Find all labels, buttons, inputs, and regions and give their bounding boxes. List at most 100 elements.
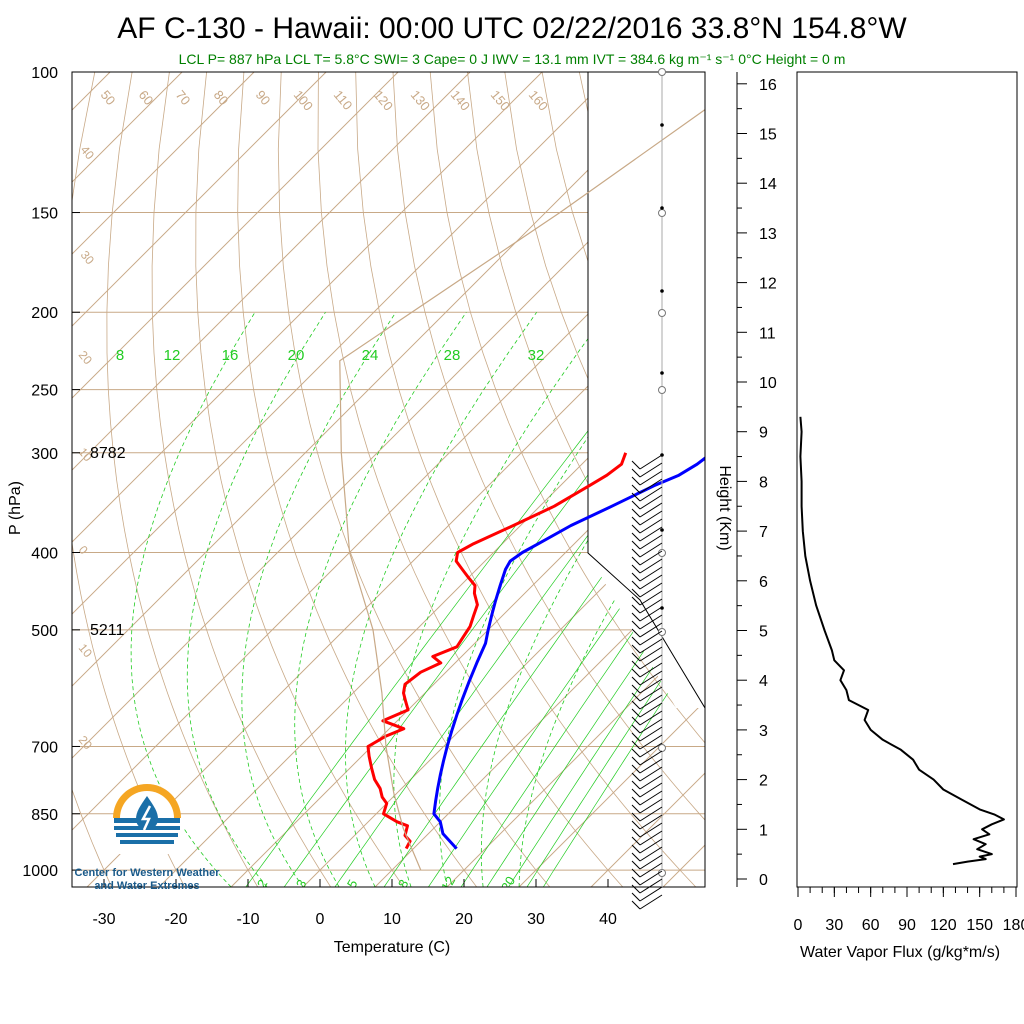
wind-barbs xyxy=(631,68,666,910)
wind-barb-flag xyxy=(631,548,641,558)
dry-adiabat-line xyxy=(429,72,705,744)
flux-tick-label: 120 xyxy=(930,917,957,934)
tropopause-outline xyxy=(587,72,705,709)
dry-adiabat-line xyxy=(728,72,1024,887)
mixing-ratio-label: 8 xyxy=(395,877,412,891)
wind-barb-flag xyxy=(631,780,641,790)
wind-barb-shaft xyxy=(639,638,663,654)
wind-barb-shaft xyxy=(639,782,663,798)
wind-barb-shaft xyxy=(639,462,663,478)
y-tick-label: 300 xyxy=(31,446,58,463)
wind-barb-shaft xyxy=(639,478,663,494)
wind-barb-flag xyxy=(631,532,641,542)
y-tick-label: 700 xyxy=(31,739,58,756)
height-tick-label: 9 xyxy=(759,425,768,442)
wind-barb-shaft xyxy=(639,878,663,894)
wind-barb-flag xyxy=(631,748,641,758)
wind-barb-flag xyxy=(631,900,641,910)
height-tick-label: 10 xyxy=(759,375,777,392)
height-tick-label: 0 xyxy=(759,872,768,889)
wind-barb-shaft xyxy=(639,790,663,806)
dry-adiabat-label: 120 xyxy=(371,87,396,113)
flux-tick-label: 150 xyxy=(966,917,993,934)
wind-barb-shaft xyxy=(639,526,663,542)
moist-adiabat-line xyxy=(518,459,705,887)
dry-adiabat-line xyxy=(72,788,113,887)
wind-barb-flag xyxy=(631,492,641,502)
wind-barb-shaft xyxy=(639,534,663,550)
mixing-ratio-label: 20 xyxy=(288,347,305,364)
chart-subtitle: LCL P= 887 hPa LCL T= 5.8°C SWI= 3 Cape=… xyxy=(179,51,846,67)
wind-barb-shaft xyxy=(639,646,663,662)
wind-barb-flag xyxy=(631,796,641,806)
wind-barb-shaft xyxy=(639,678,663,694)
x-axis-label: Temperature (C) xyxy=(334,939,450,956)
height-tick-label: 14 xyxy=(759,176,777,193)
wind-barb-shaft xyxy=(639,806,663,822)
dry-adiabat-label: 20 xyxy=(76,733,96,752)
temperature-profile-line xyxy=(366,452,628,850)
wind-barb-flag xyxy=(631,636,641,646)
dry-adiabat-label: 160 xyxy=(526,87,551,113)
x-tick-label: 40 xyxy=(599,911,617,928)
wind-barb-shaft xyxy=(639,454,663,470)
wind-barb-flag xyxy=(631,892,641,902)
mixing-ratio-label: 5 xyxy=(344,877,361,891)
skew-t-data xyxy=(339,108,705,871)
wind-barb-shaft xyxy=(639,670,663,686)
height-tick-label: 4 xyxy=(759,673,768,690)
wind-barb-shaft xyxy=(639,830,663,846)
lightning-icon xyxy=(140,805,152,831)
wind-barb-flag xyxy=(631,820,641,830)
wind-barb-flag xyxy=(631,764,641,774)
dry-adiabat-label: 90 xyxy=(253,87,274,108)
wind-barb-flag xyxy=(631,716,641,726)
wind-barb-shaft xyxy=(639,822,663,838)
isotherm-line xyxy=(72,72,327,327)
isotherm-line xyxy=(72,72,543,543)
wind-barb-flag xyxy=(631,508,641,518)
height-tick-label: 7 xyxy=(759,524,768,541)
wind-barb-flag xyxy=(631,788,641,798)
wind-barb-flag xyxy=(631,652,641,662)
mixing-ratio-label: 24 xyxy=(362,347,379,364)
wind-calm-circle xyxy=(658,628,666,636)
wind-barb-flag xyxy=(631,756,641,766)
dry-adiabat-line xyxy=(467,72,705,666)
wind-barb-flag xyxy=(631,868,641,878)
wind-barb-shaft xyxy=(639,630,663,646)
isotherm-line xyxy=(374,556,705,887)
wind-barb-flag xyxy=(631,836,641,846)
wind-barb-shaft xyxy=(639,518,663,534)
dry-adiabat-label: 100 xyxy=(291,87,316,113)
dewpoint-profile-line xyxy=(432,456,705,850)
wind-barb-shaft xyxy=(639,686,663,702)
wind-barb-shaft xyxy=(639,502,663,518)
wind-barb-flag xyxy=(631,740,641,750)
isotherm-line xyxy=(72,72,183,183)
logo-text-line1: Center for Western Weather xyxy=(74,867,220,879)
dry-adiabat-line xyxy=(690,72,705,118)
wind-barb-flag xyxy=(631,596,641,606)
wind-barb-flag xyxy=(631,692,641,702)
isotherm-line xyxy=(72,72,687,687)
wind-barb-flag xyxy=(631,628,641,638)
mixing-ratio-line xyxy=(543,636,705,887)
isotherm-line xyxy=(72,196,705,831)
skew-t-grid: 50 60 70 80 90 100 110 120 130 140 150 160403020100… xyxy=(72,72,1024,891)
dry-adiabat-label: 60 xyxy=(136,87,157,108)
moist-adiabat-line xyxy=(345,311,538,887)
moist-adiabat-line xyxy=(241,311,397,887)
wind-barb-flag xyxy=(631,572,641,582)
wind-barb-flag xyxy=(631,468,641,478)
wind-barb-flag xyxy=(631,884,641,894)
wind-barb-shaft xyxy=(639,574,663,590)
height-tick-label: 16 xyxy=(759,77,777,94)
wind-barb-flag xyxy=(631,852,641,862)
wind-barb-shaft xyxy=(639,494,663,510)
height-tick-label: 12 xyxy=(759,276,777,293)
wind-calm-circle xyxy=(658,68,666,76)
wind-barb-shaft xyxy=(639,558,663,574)
wind-barb-flag xyxy=(631,580,641,590)
